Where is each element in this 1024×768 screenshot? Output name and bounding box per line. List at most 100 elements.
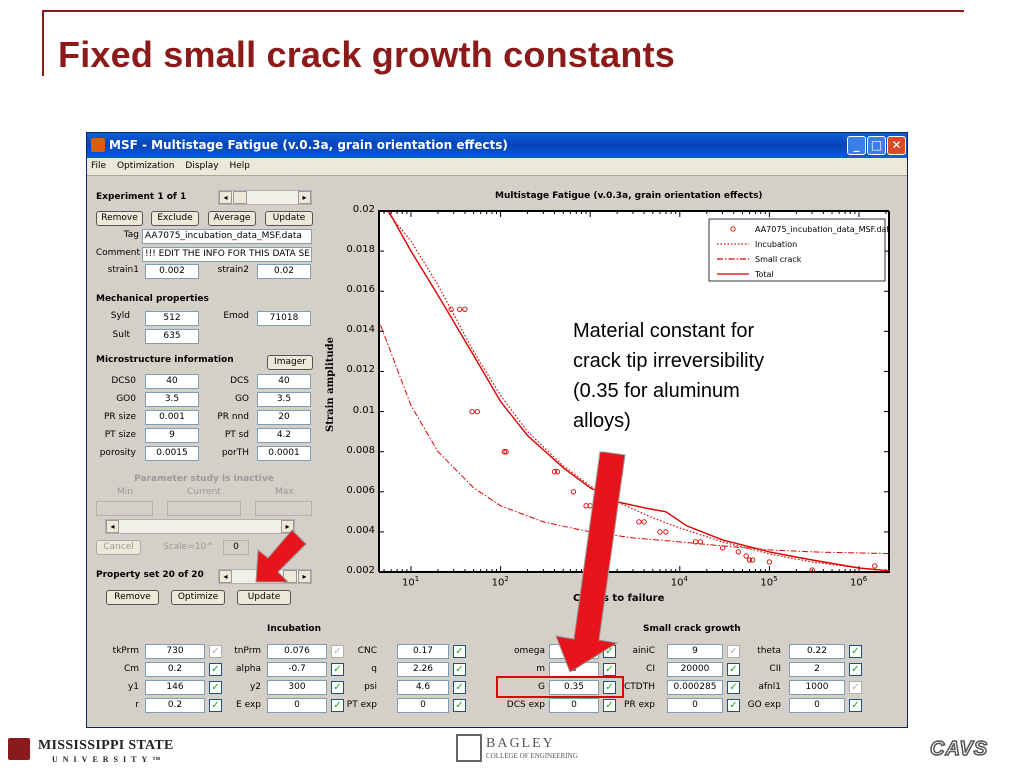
small_crack-fix-checkbox[interactable]: ✓ [849,663,862,676]
menu-help[interactable]: Help [229,161,250,171]
micro-label: porosity [99,448,136,458]
strain1-field[interactable]: 0.002 [145,264,199,279]
incubation-param-field[interactable]: 0 [397,698,449,713]
incubation-fix-checkbox[interactable]: ✓ [209,663,222,676]
small_crack-fix-checkbox[interactable]: ✓ [727,645,740,658]
incubation-param-field[interactable]: 0.076 [267,644,327,659]
incubation-param-field[interactable]: 0 [267,698,327,713]
small_crack-param-field[interactable]: 0 [549,698,599,713]
pset-slider-left-arrow-icon[interactable]: ◂ [219,570,232,583]
slider-left-arrow-icon[interactable]: ◂ [219,191,232,204]
pset-slider-right-arrow-icon[interactable]: ▸ [298,570,311,583]
incubation-fix-checkbox[interactable]: ✓ [453,681,466,694]
small_crack-fix-checkbox[interactable]: ✓ [727,699,740,712]
average-button[interactable]: Average [208,211,256,226]
incubation-fix-checkbox[interactable]: ✓ [209,681,222,694]
experiment-update-button[interactable]: Update [265,211,313,226]
incubation-fix-checkbox[interactable]: ✓ [209,699,222,712]
incubation-param-field[interactable]: 300 [267,680,327,695]
tag-field[interactable]: AA7075_incubation_data_MSF.data [142,229,312,244]
experiment-remove-button[interactable]: Remove [96,211,143,226]
sult-field[interactable]: 635 [145,329,199,344]
small_crack-fix-checkbox[interactable]: ✓ [603,681,616,694]
parameter-slider[interactable]: ◂ ▸ [105,519,295,534]
incubation-param-field[interactable]: 0.2 [145,698,205,713]
experiment-slider[interactable]: ◂ ▸ [218,190,312,205]
maximize-button[interactable]: □ [867,136,886,155]
incubation-param-field[interactable]: 4.6 [397,680,449,695]
incubation-param-label: y2 [249,682,261,692]
small_crack-param-field[interactable]: 1000 [789,680,845,695]
small_crack-fix-checkbox[interactable]: ✓ [603,663,616,676]
small_crack-param-field[interactable]: 0.000285 [667,680,723,695]
micro-field[interactable]: 40 [145,374,199,389]
strain2-field[interactable]: 0.02 [257,264,311,279]
incubation-fix-checkbox[interactable]: ✓ [453,699,466,712]
close-button[interactable]: ✕ [887,136,906,155]
incubation-param-field[interactable]: 730 [145,644,205,659]
scale-field[interactable]: 0 [223,540,249,555]
incubation-fix-checkbox[interactable]: ✓ [331,645,344,658]
y-tick-label: 0.008 [346,444,375,456]
incubation-param-field[interactable]: 146 [145,680,205,695]
incubation-fix-checkbox[interactable]: ✓ [453,645,466,658]
syld-field[interactable]: 512 [145,311,199,326]
small_crack-fix-checkbox[interactable]: ✓ [727,663,740,676]
exclude-button[interactable]: Exclude [151,211,199,226]
micro-field[interactable]: 9 [145,428,199,443]
small_crack-param-field[interactable]: 9 [667,644,723,659]
micro-field[interactable]: 0.0001 [257,446,311,461]
incubation-fix-checkbox[interactable]: ✓ [331,663,344,676]
slider-right-arrow-icon[interactable]: ▸ [298,191,311,204]
imager-button[interactable]: Imager [267,355,313,370]
menu-display[interactable]: Display [185,161,219,171]
incubation-param-field[interactable]: 0.17 [397,644,449,659]
param-max-field[interactable] [255,501,312,516]
micro-field[interactable]: 0.0015 [145,446,199,461]
incubation-fix-checkbox[interactable]: ✓ [453,663,466,676]
optimize-button[interactable]: Optimize [171,590,225,605]
param-min-field[interactable] [96,501,153,516]
incubation-fix-checkbox[interactable]: ✓ [209,645,222,658]
small_crack-param-field[interactable]: 0 [789,698,845,713]
param-slider-right-arrow-icon[interactable]: ▸ [281,520,294,533]
small_crack-fix-checkbox[interactable]: ✓ [849,645,862,658]
small_crack-param-field[interactable]: 2 [789,662,845,677]
menu-optimization[interactable]: Optimization [116,161,175,171]
comment-field[interactable]: !!! EDIT THE INFO FOR THIS DATA SE [142,247,312,262]
cancel-button[interactable]: Cancel [96,540,141,555]
incubation-fix-checkbox[interactable]: ✓ [331,699,344,712]
slider-thumb[interactable] [233,191,247,204]
minimize-button[interactable]: _ [847,136,866,155]
incubation-param-label: psi [364,682,377,692]
incubation-param-field[interactable]: 0.2 [145,662,205,677]
micro-field[interactable]: 20 [257,410,311,425]
small_crack-fix-checkbox[interactable]: ✓ [727,681,740,694]
param-current-field[interactable] [167,501,241,516]
small_crack-fix-checkbox[interactable]: ✓ [849,699,862,712]
small_crack-fix-checkbox[interactable]: ✓ [603,699,616,712]
pset-slider-thumb[interactable] [283,570,297,583]
incubation-param-field[interactable]: -0.7 [267,662,327,677]
micro-field[interactable]: 4.2 [257,428,311,443]
annotation-line: crack tip irreversibility [573,350,765,372]
incubation-fix-checkbox[interactable]: ✓ [331,681,344,694]
small_crack-param-field[interactable]: 0.35 [549,680,599,695]
property-remove-button[interactable]: Remove [106,590,159,605]
micro-field[interactable]: 3.5 [257,392,311,407]
property-update-button[interactable]: Update [237,590,291,605]
menu-file[interactable]: File [91,161,107,171]
small_crack-param-field[interactable]: 0 [667,698,723,713]
small_crack-param-field[interactable]: 0.22 [789,644,845,659]
data-point [749,557,756,563]
param-slider-left-arrow-icon[interactable]: ◂ [106,520,119,533]
small_crack-fix-checkbox[interactable]: ✓ [849,681,862,694]
annotation-text: Material constant for crack tip irrevers… [573,316,764,436]
small_crack-param-field[interactable]: 20000 [667,662,723,677]
emod-field[interactable]: 71018 [257,311,311,326]
data-point [570,489,577,495]
incubation-param-field[interactable]: 2.26 [397,662,449,677]
micro-field[interactable]: 3.5 [145,392,199,407]
micro-field[interactable]: 40 [257,374,311,389]
micro-field[interactable]: 0.001 [145,410,199,425]
